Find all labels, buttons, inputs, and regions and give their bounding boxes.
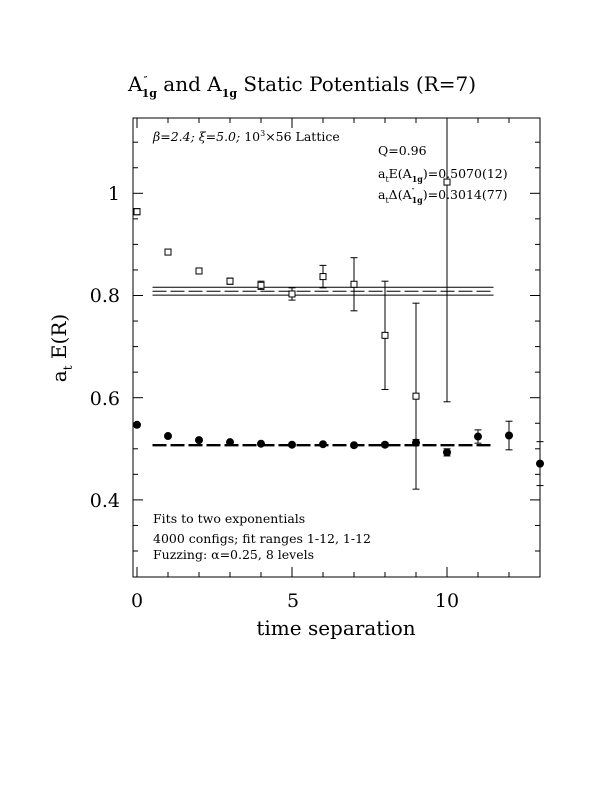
annotation-lat-sup: 3 [260,129,265,138]
title-prime: ″ [143,74,147,87]
annotation-lat-b: ×56 Lattice [265,129,340,144]
annotation-energy-sub: t [385,175,389,184]
annotation-energy-esub: 1g [412,174,424,184]
point-a1g-prime [226,277,234,285]
x-axis-label: time separation [256,616,415,640]
annotation-q: Q=0.96 [378,143,427,158]
x-tick-labels: 0 5 10 [131,590,459,612]
point-a1g-prime [350,280,358,288]
point-a1g [536,459,544,468]
y-label-sub: t [61,365,75,370]
point-a1g [381,440,389,449]
point-a1g [505,431,513,440]
annotation-configs: 4000 configs; fit ranges 1-12, 1-12 [153,531,371,546]
point-a1g-prime [319,273,327,281]
title-sub-1: 1g [142,87,158,100]
title-tail: Static Potentials (R=7) [237,72,476,96]
y-tick-label-0.8: 0.8 [90,285,120,307]
annotation-gap-a: a [378,187,386,202]
point-a1g [288,440,296,449]
y-tick-label-0.4: 0.4 [90,490,120,512]
y-label-a: a [47,370,71,382]
point-a1g [195,436,203,445]
annotation-energy-val: )=0.5070(12) [423,166,508,181]
y-axis-label: at E(R) [47,314,75,382]
annotation-beta: β=2.4; [152,129,199,144]
point-a1g-prime [164,248,172,256]
annotation-energy-e: E(A [389,166,413,181]
title-a1g-prime-letter: A [127,72,143,96]
annotation-gap-dsub: 1g [412,195,424,205]
series-a1g [133,420,544,487]
annotation-lattice: β=2.4; ξ=5.0; 103×56 Lattice [152,129,340,144]
point-a1g-prime [288,290,296,298]
x-tick-label-0: 0 [131,590,143,612]
point-a1g [474,432,482,441]
title-sub-2: 1g [222,87,238,100]
point-a1g [164,432,172,441]
point-a1g [350,441,358,450]
annotation-gap: atΔ(A″ 1g)=0.3014(77) [378,187,508,205]
point-a1g [133,420,141,429]
point-a1g-prime [381,331,389,339]
annotation-fuzzing: Fuzzing: α=0.25, 8 levels [153,547,314,562]
x-tick-label-5: 5 [287,590,299,612]
annotation-fits: Fits to two exponentials [153,511,305,526]
point-a1g [257,439,265,448]
annotation-gap-sub: t [385,196,389,205]
y-label-rest: E(R) [47,314,71,366]
annotation-gap-d: Δ(A [389,187,413,202]
title-a1g-letter: A [206,72,222,96]
plot-frame [132,117,541,578]
point-a1g-prime [412,392,420,400]
annotation-energy-a: a [378,166,386,181]
fit-lines [152,286,494,447]
point-a1g-prime [133,208,141,216]
annotation-energy: atE(A1g)=0.5070(12) [378,166,508,184]
chart-title: A″ 1g and A1g Static Potentials (R=7) [127,72,476,100]
point-a1g [319,440,327,449]
annotation-gap-val: )=0.3014(77) [423,187,508,202]
point-a1g-prime [257,281,265,289]
y-tick-label-1: 1 [108,183,120,205]
series-a1g-prime [133,118,451,490]
title-and: and [157,72,207,96]
y-tick-labels: 0.4 0.6 0.8 1 [90,183,120,512]
annotation-xi: ξ=5.0; [199,129,244,144]
annotation-gap-prime: ″ [412,187,415,196]
point-a1g-prime [443,178,451,186]
x-tick-label-10: 10 [435,590,459,612]
point-a1g [443,448,451,457]
point-a1g [226,438,234,447]
annotation-lat-a: 10 [244,129,260,144]
point-a1g [412,438,420,447]
point-a1g-prime [195,267,203,275]
y-tick-label-0.6: 0.6 [90,388,120,410]
